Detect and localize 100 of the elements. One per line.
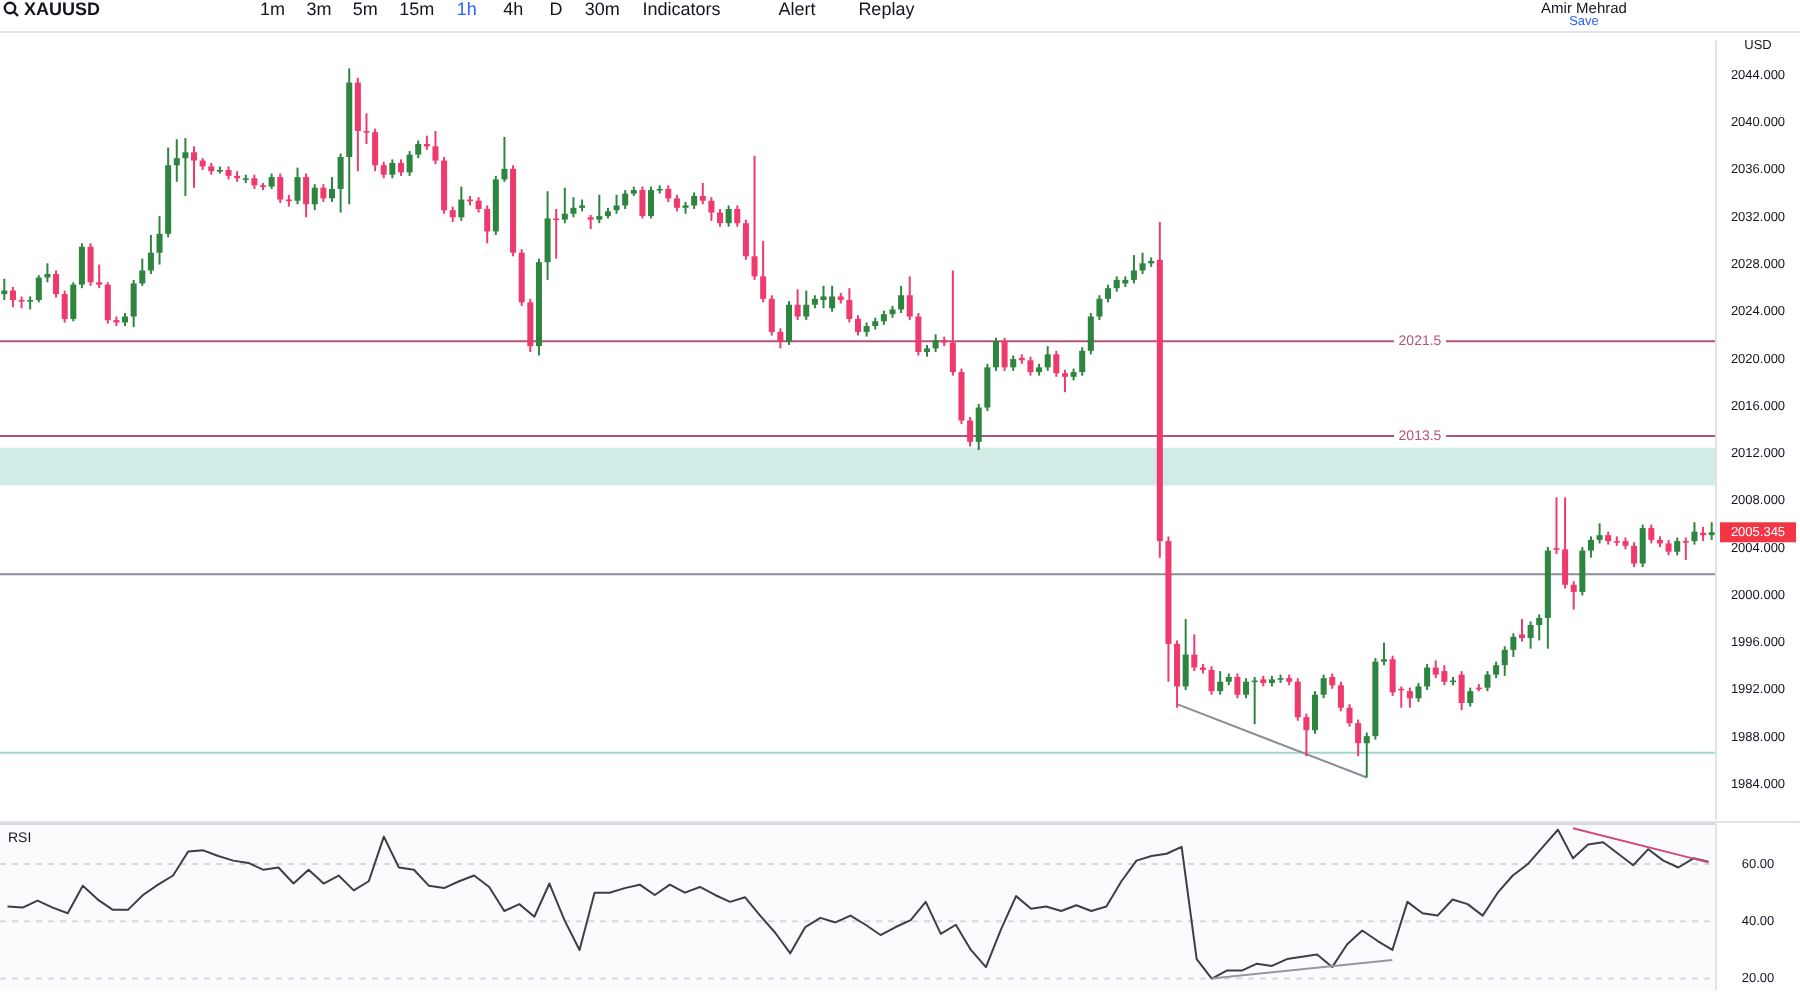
candlestick	[1467, 686, 1474, 708]
candlestick	[984, 362, 991, 413]
candlestick	[854, 314, 862, 337]
candlestick	[1587, 535, 1594, 559]
line-series	[6, 828, 1710, 980]
candlestick	[1312, 690, 1319, 735]
candlestick	[751, 154, 758, 281]
text: Indicators	[642, 0, 722, 19]
candlestick	[708, 196, 715, 222]
candlestick	[1044, 345, 1051, 372]
candlestick	[61, 289, 68, 324]
candlestick	[803, 289, 810, 322]
candlestick	[613, 193, 620, 215]
candlestick	[1639, 523, 1646, 569]
candlestick	[1087, 312, 1094, 356]
candlestick	[622, 189, 629, 210]
candlestick	[915, 312, 922, 357]
candlestick	[1596, 522, 1603, 545]
candlestick	[639, 185, 646, 220]
text: 1m	[260, 0, 286, 19]
candlestick	[1424, 663, 1431, 691]
chart-title: XAUUSD	[24, 0, 102, 19]
candlestick	[1303, 712, 1310, 758]
candlestick	[725, 204, 732, 228]
candlestick	[544, 190, 551, 281]
candlestick	[1510, 632, 1517, 658]
text: 5m	[352, 0, 378, 19]
candlestick	[1174, 639, 1181, 709]
candlestick	[527, 297, 534, 353]
candlestick	[9, 286, 16, 309]
candlestick	[742, 218, 749, 261]
text: 1h	[456, 0, 477, 19]
candlestick	[1380, 641, 1388, 667]
candlestick	[1441, 664, 1448, 687]
candlestick	[786, 300, 793, 346]
candlestick	[311, 183, 318, 212]
candlestick	[1208, 665, 1215, 696]
candlestick	[1355, 718, 1362, 758]
candlestick	[1406, 686, 1413, 709]
candlestick	[35, 274, 42, 304]
candlestick	[1682, 536, 1689, 561]
candlestick	[777, 327, 784, 350]
candlestick	[1501, 645, 1508, 677]
candlestick	[104, 281, 111, 325]
candlestick	[70, 281, 77, 323]
candlestick	[992, 336, 999, 372]
candlestick	[1191, 633, 1198, 673]
text: 4h	[503, 0, 524, 19]
candlestick	[337, 152, 344, 214]
candlestick	[1130, 254, 1137, 285]
candlestick	[846, 287, 853, 324]
candlestick	[1570, 580, 1577, 611]
candlestick	[1001, 336, 1008, 372]
text: 30m	[584, 0, 620, 19]
candlestick	[303, 172, 310, 219]
candlestick	[648, 185, 655, 220]
candlestick	[147, 234, 154, 275]
candlestick	[906, 275, 913, 322]
candlestick	[1389, 654, 1396, 697]
candlestick	[432, 130, 439, 166]
text: Replay	[858, 0, 916, 19]
candlestick	[501, 135, 508, 183]
candlestick	[1182, 618, 1189, 691]
candlestick	[1243, 677, 1250, 700]
candlestick	[768, 294, 775, 337]
candlestick	[561, 186, 568, 225]
candlestick	[1458, 670, 1465, 712]
candlestick	[1518, 618, 1525, 643]
candlestick	[156, 215, 163, 266]
candlestick	[967, 416, 974, 448]
candlestick	[1579, 546, 1586, 597]
candlestick	[1346, 703, 1353, 728]
candlestick	[191, 145, 198, 189]
candlestick	[328, 176, 336, 203]
candlestick	[1320, 673, 1327, 700]
candlestick	[949, 269, 956, 377]
candlestick	[139, 257, 146, 287]
candlestick	[1691, 521, 1698, 546]
candlestick	[1631, 541, 1638, 569]
candlestick	[182, 137, 189, 197]
candlestick	[570, 196, 577, 219]
candlestick	[553, 208, 560, 260]
candlestick	[734, 204, 741, 228]
text: D	[549, 0, 564, 19]
candlestick	[1415, 681, 1422, 703]
candlestick	[130, 278, 137, 329]
text: 3m	[306, 0, 332, 19]
candlestick	[389, 158, 396, 180]
candlestick	[1337, 680, 1344, 713]
candlestick	[87, 242, 94, 287]
candlestick	[96, 263, 103, 290]
candlestick	[1061, 368, 1068, 394]
candlestick	[1139, 251, 1146, 275]
candlestick	[294, 166, 301, 206]
candlestick	[975, 403, 982, 452]
candlestick	[484, 204, 491, 245]
candlestick	[1648, 523, 1655, 545]
text: 15m	[399, 0, 435, 19]
candlestick	[173, 138, 180, 183]
candlestick	[1294, 677, 1301, 722]
